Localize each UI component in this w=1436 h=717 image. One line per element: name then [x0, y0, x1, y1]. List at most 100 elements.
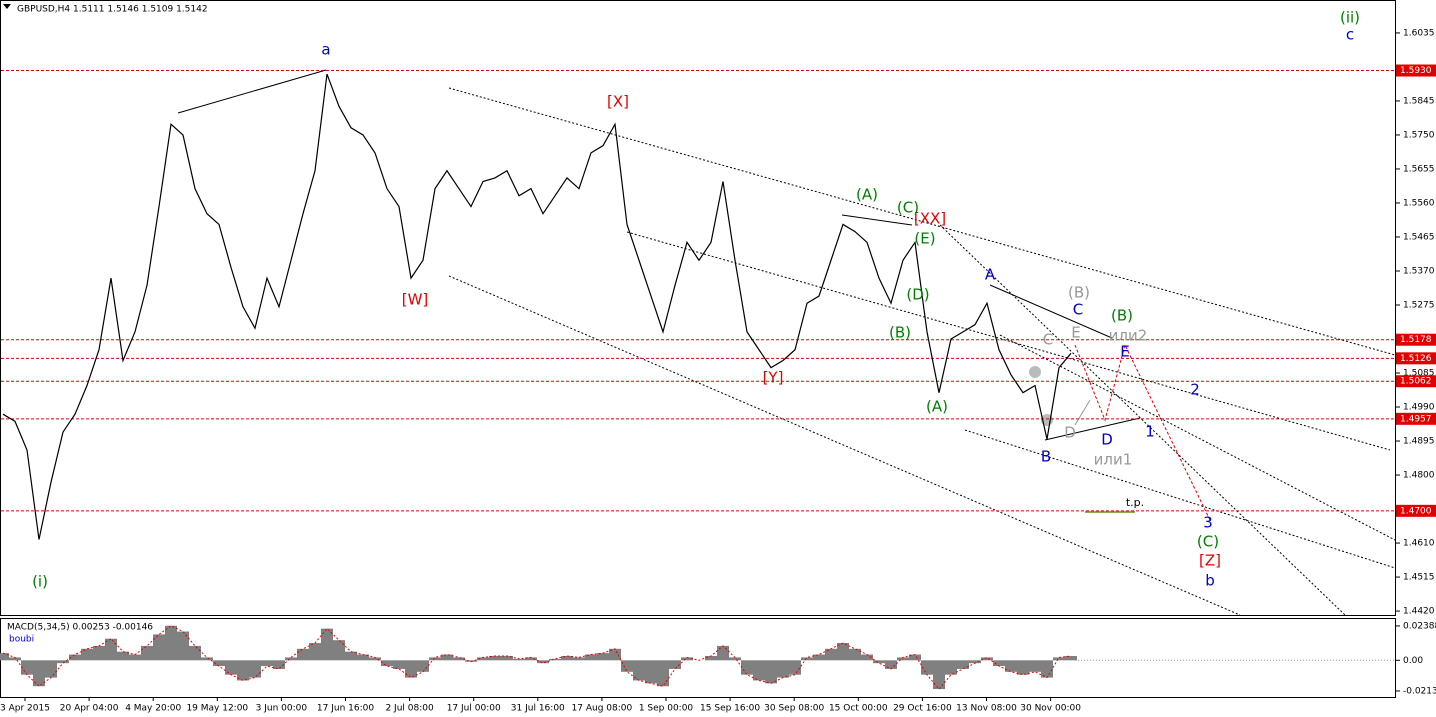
level-box	[1396, 352, 1436, 365]
macd-bar	[837, 643, 849, 661]
y-tick-label: 1.4610	[1403, 539, 1435, 549]
y-tick-label: 1.5845	[1403, 96, 1435, 106]
macd-bar	[501, 655, 513, 661]
macd-bar	[705, 655, 717, 661]
macd-bar	[321, 628, 333, 661]
macd-bar	[909, 654, 921, 661]
macd-bar	[609, 648, 621, 661]
macd-bar	[45, 660, 57, 678]
macd-bar	[717, 645, 729, 661]
level-label: 1.4957	[1400, 414, 1432, 424]
y-tick-label: 1.6035	[1403, 28, 1435, 38]
macd-bar	[549, 658, 561, 661]
macd-bar	[489, 655, 501, 661]
macd-bar	[825, 648, 837, 661]
wave-label: 3	[1203, 514, 1213, 532]
macd-bar	[849, 648, 861, 661]
macd-bar	[561, 655, 573, 661]
wave-label: b	[1205, 572, 1215, 590]
wave-label: (A)	[926, 398, 948, 416]
trend-line	[448, 275, 1241, 616]
macd-bar	[669, 660, 681, 669]
level-label: 1.5930	[1400, 66, 1432, 76]
y-tick-label: 1.5560	[1403, 198, 1435, 208]
macd-signal	[2, 625, 1072, 690]
macd-bar	[465, 660, 477, 662]
macd-bar	[0, 653, 9, 661]
wave-label: C	[1043, 331, 1053, 349]
y-tick-label: 1.5465	[1403, 232, 1435, 242]
level-box	[1396, 504, 1436, 517]
menu-arrow	[3, 4, 11, 9]
macd-bar	[213, 660, 225, 667]
trend-line	[626, 231, 1391, 451]
x-tick-label: 13 Nov 08:00	[956, 704, 1017, 714]
macd-bar	[21, 660, 33, 675]
macd-bar	[141, 645, 153, 661]
macd-bar	[417, 660, 429, 672]
wave-label: (D)	[906, 286, 929, 304]
macd-title: MACD(5,34,5) 0.00253 -0.00146	[7, 623, 153, 633]
wave-label: (B)	[1068, 284, 1090, 302]
y-tick-label: 0.02388	[1403, 621, 1436, 631]
macd-bar	[429, 657, 441, 661]
y-tick-label: 1.5750	[1403, 130, 1435, 140]
y-tick-label: 1.4990	[1403, 403, 1435, 413]
wave-label: (E)	[914, 230, 935, 248]
macd-bar	[933, 660, 945, 690]
wave-label: E	[1071, 324, 1080, 342]
wave-label: [X]	[607, 93, 629, 111]
wave-line	[841, 214, 913, 226]
macd-bar	[741, 660, 753, 675]
x-tick-label: 31 Jul 16:00	[511, 704, 565, 714]
macd-bar	[621, 660, 633, 672]
level-label: 1.5126	[1400, 354, 1432, 364]
x-tick-label: 2 Jul 08:00	[385, 704, 434, 714]
macd-bar	[753, 660, 765, 681]
macd-bar	[345, 651, 357, 661]
macd-bar	[9, 657, 21, 661]
macd-bar	[861, 654, 873, 661]
macd-bar	[957, 660, 969, 669]
wave-label: или2	[1109, 327, 1148, 345]
wave-label: (C)	[897, 199, 919, 217]
x-tick-label: 17 Jul 00:00	[447, 704, 501, 714]
wave-line	[989, 284, 1113, 339]
x-tick-label: 30 Sep 08:00	[764, 704, 824, 714]
macd-bar	[765, 660, 777, 684]
wave-label: E	[1120, 343, 1129, 361]
wave-label: B	[1041, 448, 1051, 466]
wave-label: a	[321, 41, 330, 59]
x-tick-label: 29 Oct 16:00	[893, 704, 952, 714]
macd-bar	[441, 654, 453, 661]
level-box	[1396, 412, 1436, 425]
macd-bar	[297, 648, 309, 661]
level-label: 1.5062	[1400, 377, 1432, 387]
wave-label: (A)	[856, 186, 878, 204]
macd-bar	[801, 657, 813, 661]
macd-bar	[165, 625, 177, 661]
macd-bar	[1029, 660, 1041, 672]
macd-bar	[1005, 660, 1017, 672]
macd-bar	[405, 660, 417, 678]
macd-bar	[537, 660, 549, 664]
wave-label: c	[1346, 26, 1354, 44]
wave-label: (B)	[1111, 307, 1133, 325]
macd-bar	[585, 654, 597, 661]
y-tick-label: 1.4800	[1403, 471, 1435, 481]
macd-bar	[225, 660, 237, 675]
wave-label: (B)	[889, 324, 911, 342]
macd-bar	[945, 660, 957, 675]
macd-bar	[285, 657, 297, 661]
macd-bar	[333, 640, 345, 661]
macd-bar	[261, 660, 273, 667]
macd-bar	[681, 657, 693, 661]
macd-bar	[777, 660, 789, 678]
macd-bar	[645, 660, 657, 684]
x-tick-label: 15 Sep 16:00	[700, 704, 760, 714]
wave-label: [Y]	[763, 369, 784, 387]
macd-bar	[309, 643, 321, 661]
macd-bar	[813, 654, 825, 661]
